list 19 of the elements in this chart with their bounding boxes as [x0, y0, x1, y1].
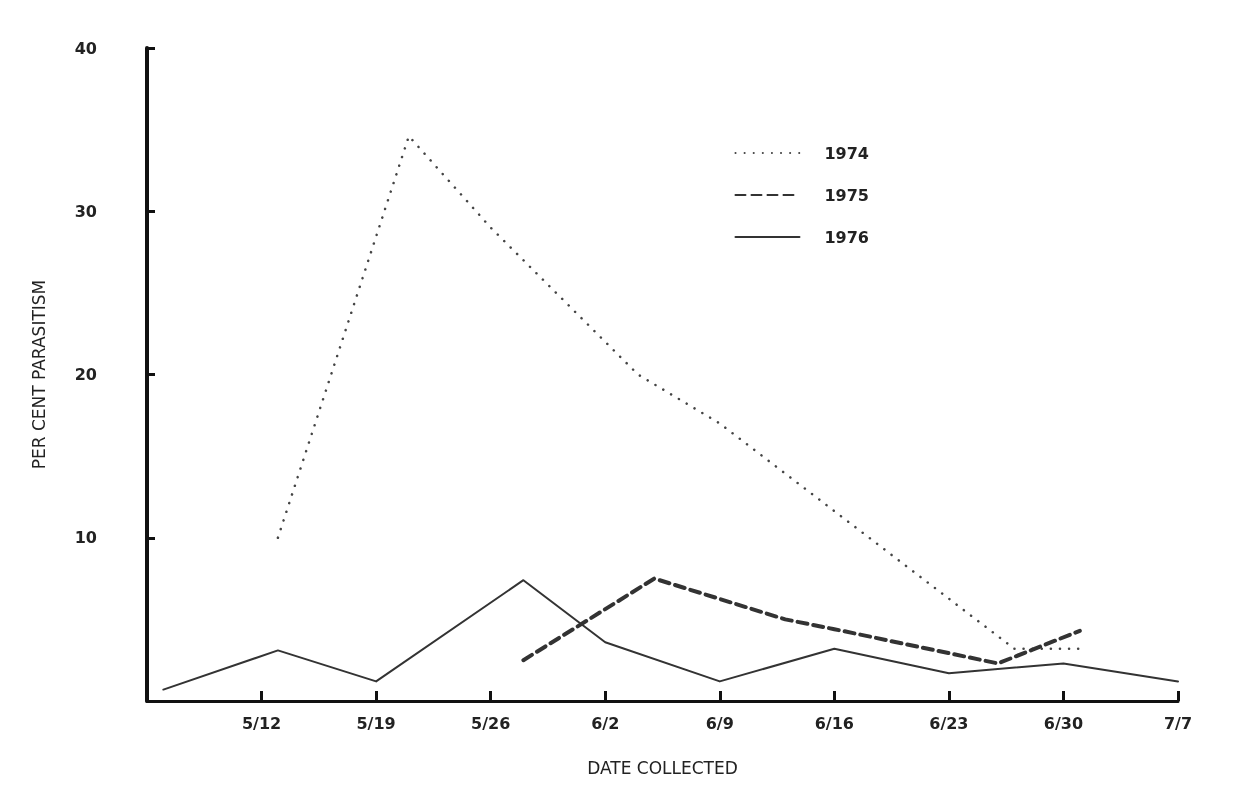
x-tick-label: 7/7 [1163, 713, 1193, 733]
x-tick-label: 5/19 [356, 713, 396, 733]
x-tick-label: 6/30 [1043, 713, 1084, 733]
y-axis-title: PER CENT PARASITISM [28, 279, 49, 470]
x-tick-label: 6/2 [591, 713, 620, 733]
y-tick-label: 10 [74, 528, 97, 548]
line-series [162, 579, 1179, 691]
x-tick-label: 6/23 [929, 713, 969, 733]
y-tick-label: 30 [74, 201, 97, 221]
x-tick-label: 6/9 [705, 713, 734, 733]
y-tick-label: 40 [74, 38, 97, 58]
x-tick-label: 6/16 [814, 713, 854, 733]
legend-label: 1976 [824, 227, 869, 247]
x-tick-label: 5/12 [241, 713, 282, 733]
legend-label: 1975 [824, 185, 869, 205]
y-tick-label: 20 [74, 365, 97, 384]
x-tick-label: 5/26 [471, 713, 511, 733]
x-axis-title: DATE COLLECTED [587, 757, 738, 778]
legend-label: 1974 [824, 143, 869, 163]
